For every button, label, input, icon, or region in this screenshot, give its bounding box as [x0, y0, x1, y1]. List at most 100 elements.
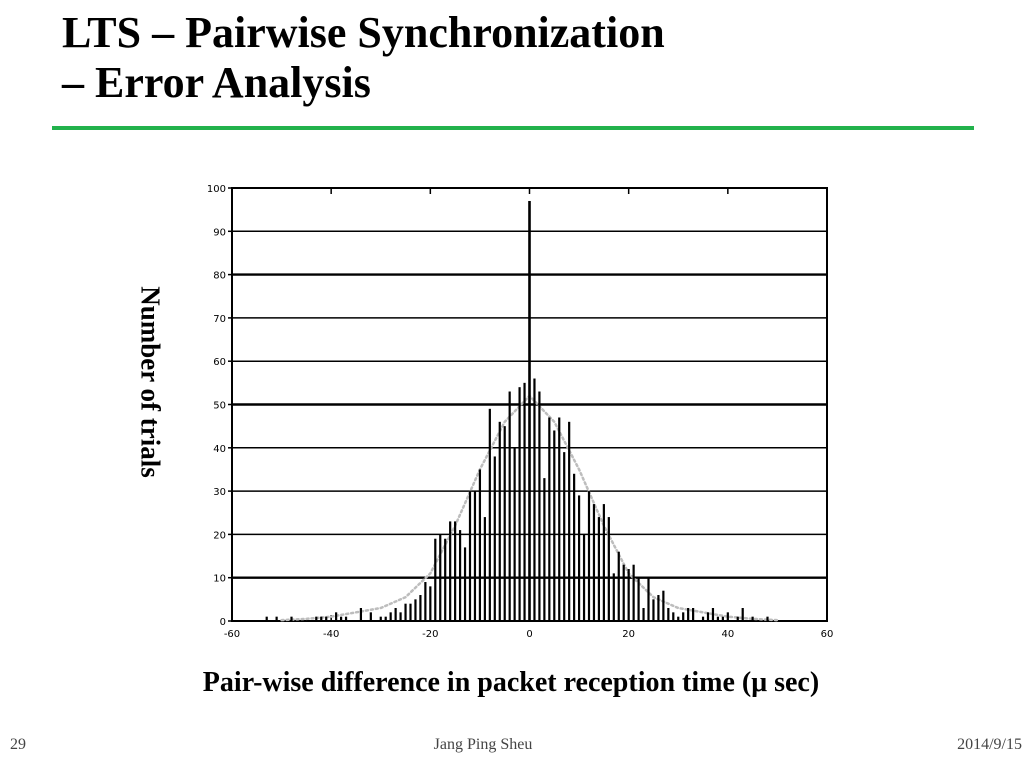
histogram-bar	[701, 616, 705, 621]
y-tick-label: 60	[213, 357, 226, 368]
histogram-bar	[498, 421, 501, 621]
y-tick-label: 40	[213, 444, 226, 455]
x-axis-label: Pair-wise difference in packet reception…	[202, 667, 820, 698]
histogram-bar	[325, 616, 328, 621]
y-tick-label: 50	[213, 401, 226, 412]
histogram-bar	[573, 473, 576, 621]
histogram-bar	[315, 616, 318, 621]
title-divider	[52, 126, 974, 130]
histogram-bar	[662, 590, 665, 621]
histogram-bar	[344, 616, 348, 621]
histogram-bar	[488, 408, 491, 621]
y-tick-label: 0	[220, 617, 226, 628]
slide-title-line-2: – Error Analysis	[62, 58, 371, 107]
histogram-bar	[548, 417, 551, 621]
histogram-bar	[394, 608, 397, 621]
histogram-bar	[275, 616, 278, 621]
histogram-bar	[642, 608, 645, 621]
histogram-bar	[736, 616, 739, 621]
histogram-bar	[558, 417, 561, 621]
histogram-bar	[414, 599, 417, 621]
histogram-bar	[444, 538, 447, 621]
histogram-bar	[682, 612, 685, 621]
histogram-bar	[711, 608, 715, 621]
histogram-bar	[384, 616, 387, 621]
histogram-bar	[607, 517, 610, 621]
histogram-bar	[404, 603, 407, 621]
histogram-bar	[617, 551, 620, 621]
histogram-bar	[637, 577, 640, 621]
histogram-bar	[721, 616, 724, 621]
y-axis-label: Number of trials	[135, 286, 166, 478]
histogram-bar	[503, 426, 506, 621]
histogram-bar	[543, 478, 546, 621]
slide-date: 2014/9/15	[957, 736, 1022, 753]
y-tick-label: 100	[207, 184, 226, 195]
x-tick-label: -20	[422, 629, 438, 640]
histogram-bar	[592, 504, 596, 621]
histogram-bar	[493, 456, 496, 621]
histogram-bar	[389, 612, 392, 621]
histogram-bar	[627, 569, 630, 621]
histogram-bar	[419, 595, 422, 621]
histogram-bar	[369, 612, 372, 621]
x-tick-label: -40	[323, 629, 339, 640]
y-tick-label: 70	[213, 314, 226, 325]
histogram-bar	[454, 521, 457, 621]
histogram-bar	[533, 378, 536, 621]
histogram-bar	[478, 469, 482, 621]
histogram-bar	[339, 616, 343, 621]
slide-title: LTS – Pairwise Synchronization – Error A…	[62, 8, 665, 108]
histogram-bar	[528, 200, 531, 622]
histogram-bar	[553, 430, 556, 621]
histogram-bar	[568, 421, 571, 621]
histogram-bar	[458, 530, 462, 621]
histogram-bar	[320, 616, 323, 621]
histogram-bar	[439, 534, 442, 621]
y-tick-label: 90	[213, 227, 226, 238]
y-tick-label: 80	[213, 271, 226, 282]
histogram-bar	[473, 491, 477, 621]
histogram-chart: 0 10 20 30 40 50 60 70 80 90 100 -60 -40 -20 0 20 40 60	[207, 184, 834, 640]
histogram-bar	[647, 577, 650, 621]
histogram-bar	[409, 603, 412, 621]
histogram-bar	[468, 491, 472, 621]
histogram-bar	[687, 608, 690, 621]
histogram-bar	[751, 616, 754, 621]
histogram-bar	[379, 616, 382, 621]
histogram-bar	[424, 582, 427, 621]
histogram-bar	[692, 608, 695, 621]
histogram-bar	[622, 564, 625, 621]
page-number: 29	[10, 736, 26, 753]
histogram-bar	[399, 612, 402, 621]
x-tick-label: 60	[821, 629, 834, 640]
histogram-bar	[766, 616, 769, 621]
histogram-bar	[577, 495, 581, 621]
x-tick-label: 20	[622, 629, 635, 640]
histogram-bar	[652, 599, 655, 621]
x-tick-label: -60	[224, 629, 240, 640]
x-tick-label: 0	[526, 629, 532, 640]
histogram-bar	[463, 547, 467, 621]
histogram-bar	[602, 504, 605, 621]
histogram-bar	[523, 382, 526, 621]
histogram-bar	[612, 573, 615, 621]
y-tick-label: 30	[213, 487, 226, 498]
histogram-bar	[335, 612, 338, 621]
histogram-bar	[563, 452, 566, 621]
author-name: Jang Ping Sheu	[433, 736, 533, 753]
histogram-bar	[667, 608, 670, 621]
y-tick-label: 10	[213, 574, 226, 585]
x-tick-label: 40	[721, 629, 734, 640]
histogram-bar	[290, 616, 293, 621]
histogram-bar	[677, 616, 680, 621]
histogram-bar	[538, 391, 541, 621]
histogram-bar	[726, 612, 729, 621]
histogram-bar	[483, 517, 486, 621]
histogram-bar	[434, 538, 437, 621]
histogram-bar	[741, 608, 744, 621]
histogram-bar	[508, 391, 511, 621]
histogram-bar	[518, 387, 521, 621]
histogram-bar	[657, 595, 660, 621]
histogram-bar	[672, 612, 675, 621]
